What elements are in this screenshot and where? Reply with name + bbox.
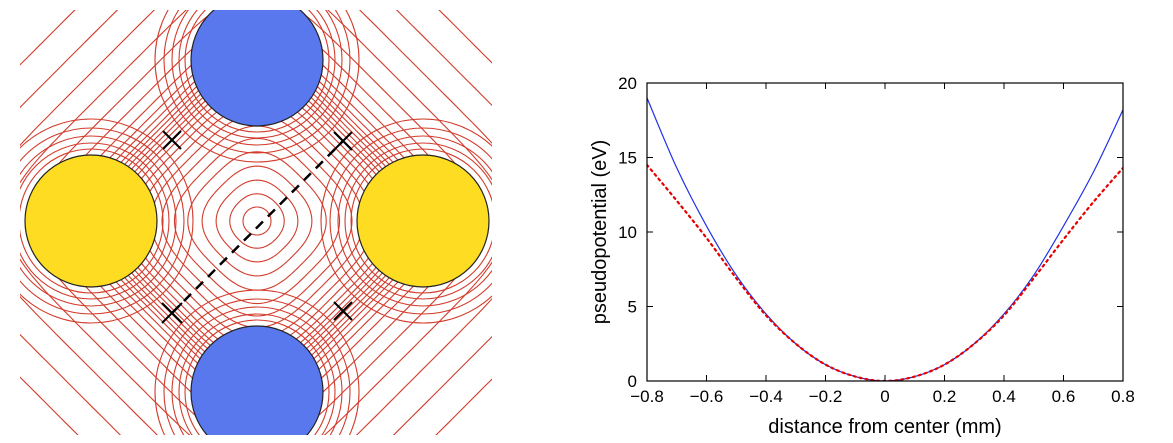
rod-contour-line <box>20 135 177 307</box>
x-tick-label: 0.6 <box>1052 387 1076 406</box>
x-axis-label: distance from center (mm) <box>768 416 1001 438</box>
contour-line <box>229 193 285 249</box>
saddle-marker-top-right <box>333 131 353 151</box>
x-tick-label: −0.2 <box>809 387 843 406</box>
quadrupole-diagram <box>20 10 492 435</box>
pseudopotential-chart: −0.8 −0.6 −0.4 −0.2 0 0.2 0.4 0.6 0.8 0 5 10 15 20 di… <box>589 74 1135 438</box>
y-axis-label: pseudopotential (eV) <box>589 140 611 325</box>
x-tick-label: 0 <box>880 387 889 406</box>
left-rod <box>24 154 158 288</box>
y-tick-label: 10 <box>618 223 637 242</box>
contour-line <box>242 206 272 236</box>
rod-contour-line <box>20 118 194 324</box>
rod-contour-line <box>184 10 330 133</box>
x-tick-label: 0.8 <box>1111 387 1135 406</box>
rod-contour-line <box>171 10 343 146</box>
rod-contour-line <box>329 127 492 315</box>
x-tick-label: 0.2 <box>933 387 957 406</box>
rod-contour-line <box>344 142 492 300</box>
rod-contour-line <box>337 135 492 307</box>
series-layer <box>647 97 1123 381</box>
rod-contour-line <box>154 289 360 435</box>
rod-contour-line <box>320 118 492 324</box>
x-tick-label: −0.8 <box>630 387 664 406</box>
y-tick-label: 15 <box>618 149 637 168</box>
tick-layer: −0.8 −0.6 −0.4 −0.2 0 0.2 0.4 0.6 0.8 0 5 10 15 20 <box>618 74 1135 406</box>
y-tick-label: 0 <box>628 372 637 391</box>
contour-line <box>173 137 341 305</box>
rod-contour-line <box>178 313 336 435</box>
contour-line <box>150 114 364 328</box>
contour-line <box>201 165 313 277</box>
point-exact-14 <box>1063 239 1064 240</box>
saddle-marker-top-left <box>162 130 182 150</box>
contour-line <box>139 103 375 339</box>
x-tick-label: −0.4 <box>749 387 783 406</box>
y-tick-label: 5 <box>628 298 637 317</box>
rod-contour-line <box>350 148 492 294</box>
right-rod <box>356 154 490 288</box>
contour-line <box>215 179 299 263</box>
rod-contour-line <box>178 10 336 139</box>
rod-contour-line <box>20 148 164 294</box>
bottom-rod <box>190 325 324 435</box>
rod-contour-line <box>184 319 330 435</box>
x-tick-label: 0.4 <box>992 387 1016 406</box>
series-exact <box>647 163 1123 381</box>
diagonal-dashed-line <box>171 140 344 314</box>
rod-contour-line <box>171 306 343 435</box>
point-exact-2 <box>706 237 707 238</box>
contour-line <box>20 10 492 435</box>
rod-contour-line <box>163 10 351 154</box>
rod-contour-line <box>163 298 351 435</box>
x-tick-label: −0.6 <box>690 387 724 406</box>
rod-contour-line <box>20 142 170 300</box>
rod-contour-line <box>20 127 185 315</box>
series-harmonic <box>647 97 1123 381</box>
saddle-marker-bottom-left <box>161 302 183 324</box>
contour-line <box>161 125 353 317</box>
contour-line <box>20 10 492 435</box>
contour-line <box>187 151 327 291</box>
saddle-marker-bottom-right <box>333 301 353 321</box>
rod-contour-line <box>154 10 360 163</box>
y-tick-label: 20 <box>618 74 637 93</box>
plot-frame <box>646 82 1124 382</box>
top-rod <box>190 10 324 127</box>
